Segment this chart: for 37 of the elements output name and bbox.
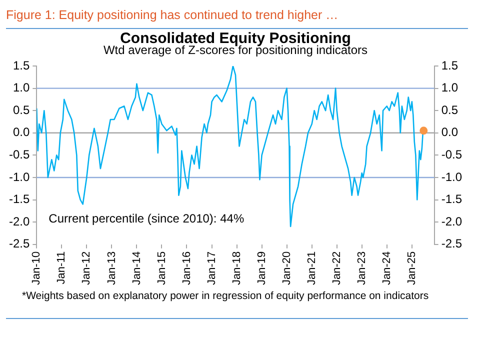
x-tick-label: Jan-16 xyxy=(180,251,193,286)
x-tick-label: Jan-24 xyxy=(380,251,393,286)
x-tick-label: Jan-12 xyxy=(80,251,93,286)
x-tick-label: Jan-15 xyxy=(156,251,168,286)
x-tick-label: Jan-25 xyxy=(406,251,418,286)
y2-tick-label: -0.5 xyxy=(441,147,462,162)
y-tick-label: -1.0 xyxy=(8,170,30,184)
x-tick-label: Jan-21 xyxy=(306,251,318,286)
y-tick-label: 1.0 xyxy=(12,80,30,95)
y2-tick-label: 0.0 xyxy=(441,125,458,140)
y2-tick-label: -2.5 xyxy=(441,236,462,251)
x-tick-label: Jan-23 xyxy=(356,251,368,286)
y-tick-label: -2.5 xyxy=(8,236,30,251)
x-tick-label: Jan-18 xyxy=(230,251,243,286)
x-tick-label: Jan-19 xyxy=(256,251,268,286)
y2-tick-label: -2.0 xyxy=(441,214,462,228)
x-tick-label: Jan-10 xyxy=(30,251,43,286)
x-tick-label: Jan-22 xyxy=(330,251,343,286)
y-tick-label: -2.0 xyxy=(8,214,30,228)
y-tick-label: 0.5 xyxy=(12,102,30,117)
annotation: Current percentile (since 2010): 44% xyxy=(48,211,244,226)
y-tick-label: -1.5 xyxy=(8,192,30,206)
text: *Weights based on explanatory power in regression of equity performance on indicators xyxy=(22,290,429,302)
y2-tick-label: -1.5 xyxy=(441,192,462,206)
y2-tick-label: 1.0 xyxy=(441,80,458,95)
y-tick-label: 0.0 xyxy=(12,125,30,140)
y2-tick-label: 1.5 xyxy=(441,58,458,72)
y2-tick-label: 0.5 xyxy=(441,102,458,117)
y2-tick-label: -1.0 xyxy=(441,170,462,184)
x-tick-label: Jan-17 xyxy=(206,251,218,286)
y-tick-label: 1.5 xyxy=(12,58,30,72)
x-tick-label: Jan-13 xyxy=(106,251,118,286)
x-tick-label: Jan-20 xyxy=(280,251,293,286)
y-tick-label: -0.5 xyxy=(8,147,30,162)
x-tick-label: Jan-14 xyxy=(130,251,143,286)
chart-title: Figure 1: Equity positioning has continued to trend higher … xyxy=(6,4,468,29)
x-tick-label: Jan-11 xyxy=(56,251,68,284)
